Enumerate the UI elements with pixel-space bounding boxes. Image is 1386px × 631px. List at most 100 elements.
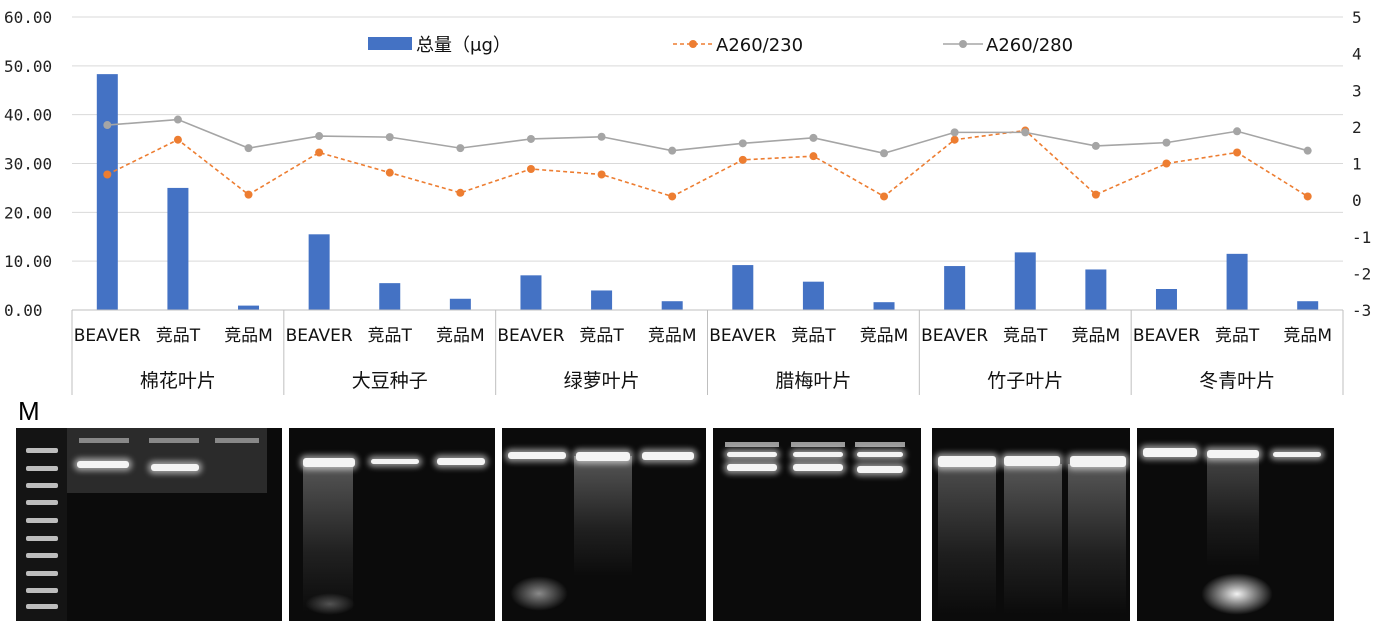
series-point <box>668 192 677 201</box>
x-category-label: 竞品M <box>224 326 273 346</box>
x-category-label: BEAVER <box>1133 326 1200 346</box>
series-point <box>1303 192 1312 201</box>
gel-panel-soybean <box>289 428 495 621</box>
series-point <box>1303 146 1312 155</box>
bar <box>1226 253 1248 310</box>
x-group-label: 大豆种子 <box>352 370 428 392</box>
x-category-label: 竞品T <box>156 326 201 346</box>
bar <box>1085 269 1107 310</box>
series-point <box>1021 128 1030 137</box>
series-point <box>244 144 253 153</box>
bar <box>379 283 401 310</box>
bar <box>873 302 895 310</box>
legend-swatch-marker <box>689 40 697 48</box>
bar <box>167 187 189 310</box>
bar <box>238 305 260 310</box>
gel-panel-bamboo <box>932 428 1130 621</box>
bar <box>1155 289 1177 310</box>
series-point <box>738 139 747 148</box>
series-point <box>456 188 465 197</box>
y-right-tick-label: -3 <box>1352 301 1371 320</box>
y-left-tick-label: 10.00 <box>4 252 52 271</box>
series-point <box>880 192 889 201</box>
x-group-label: 棉花叶片 <box>140 370 216 392</box>
series-point <box>385 168 394 177</box>
series-point <box>315 132 324 141</box>
legend-label: 总量（μg） <box>416 35 511 56</box>
x-category-label: 竞品M <box>860 326 909 346</box>
y-right-tick-label: -1 <box>1352 228 1371 247</box>
y-right-tick-label: 2 <box>1352 118 1362 137</box>
x-category-label: 竞品T <box>579 326 624 346</box>
y-right-tick-label: 3 <box>1352 81 1362 100</box>
y-right-tick-label: 5 <box>1352 8 1362 27</box>
x-category-label: 竞品M <box>1072 326 1121 346</box>
chart: 0.00 10.00 20.00 30.00 40.00 50.00 60.00 -3 -2 -1… <box>4 8 1371 395</box>
legend-swatch-bar <box>368 37 412 50</box>
x-category-label: BEAVER <box>709 326 776 346</box>
series-point <box>526 134 535 143</box>
x-group-label: 冬青叶片 <box>1199 370 1275 392</box>
series-point <box>1162 138 1171 147</box>
series-point <box>1091 190 1100 199</box>
series-point <box>1162 159 1171 168</box>
bar <box>96 74 118 310</box>
y-left-tick-label: 60.00 <box>4 8 52 27</box>
y-left-tick-label: 50.00 <box>4 57 52 76</box>
series-point <box>809 133 818 142</box>
bar <box>802 281 824 310</box>
y-left-tick-label: 30.00 <box>4 155 52 174</box>
series-point <box>173 135 182 144</box>
y-right-tick-label: -2 <box>1352 264 1371 283</box>
series-point <box>315 148 324 157</box>
gel-panel-cotton <box>67 428 282 621</box>
series-point <box>597 170 606 179</box>
x-category-label: BEAVER <box>497 326 564 346</box>
x-category-label: 竞品T <box>1215 326 1260 346</box>
bar <box>520 275 542 310</box>
series-point <box>809 152 818 161</box>
series-point <box>950 128 959 137</box>
gel-panel-holly <box>1137 428 1334 621</box>
series-point <box>880 149 889 158</box>
series-point <box>950 135 959 144</box>
x-category-label: BEAVER <box>921 326 988 346</box>
bar <box>732 265 754 310</box>
series-point <box>385 133 394 142</box>
bar <box>308 234 330 310</box>
x-category-label: 竞品M <box>648 326 697 346</box>
series-point <box>244 190 253 199</box>
y-right-tick-label: 0 <box>1352 191 1362 210</box>
series-point <box>668 146 677 155</box>
series-point <box>173 115 182 124</box>
series-point <box>103 121 112 130</box>
bar <box>1014 252 1036 310</box>
series-point <box>738 155 747 164</box>
series-point <box>597 132 606 141</box>
legend-swatch-marker <box>959 40 967 48</box>
x-group-label: 竹子叶片 <box>987 370 1063 392</box>
bar <box>449 298 471 310</box>
x-category-label: 竞品M <box>436 326 485 346</box>
y-right-tick-label: 4 <box>1352 45 1362 64</box>
bar <box>591 290 613 310</box>
bar <box>1297 301 1319 310</box>
series-point <box>456 144 465 153</box>
y-right-tick-label: 1 <box>1352 155 1362 174</box>
series-point <box>1233 148 1242 157</box>
bar <box>944 266 966 310</box>
x-category-label: BEAVER <box>74 326 141 346</box>
bar <box>661 301 683 310</box>
x-category-label: 竞品T <box>1003 326 1048 346</box>
x-category-label: 竞品T <box>368 326 413 346</box>
series-point <box>1233 127 1242 136</box>
x-category-label: 竞品T <box>791 326 836 346</box>
x-category-label: BEAVER <box>286 326 353 346</box>
series-line <box>107 118 1308 155</box>
gel-marker-label: M <box>18 396 40 426</box>
x-category-label: 竞品M <box>1283 326 1332 346</box>
gel-panel-pothos <box>502 428 706 621</box>
series-point <box>526 164 535 173</box>
legend-label: A260/280 <box>986 35 1073 56</box>
legend-label: A260/230 <box>716 35 803 56</box>
